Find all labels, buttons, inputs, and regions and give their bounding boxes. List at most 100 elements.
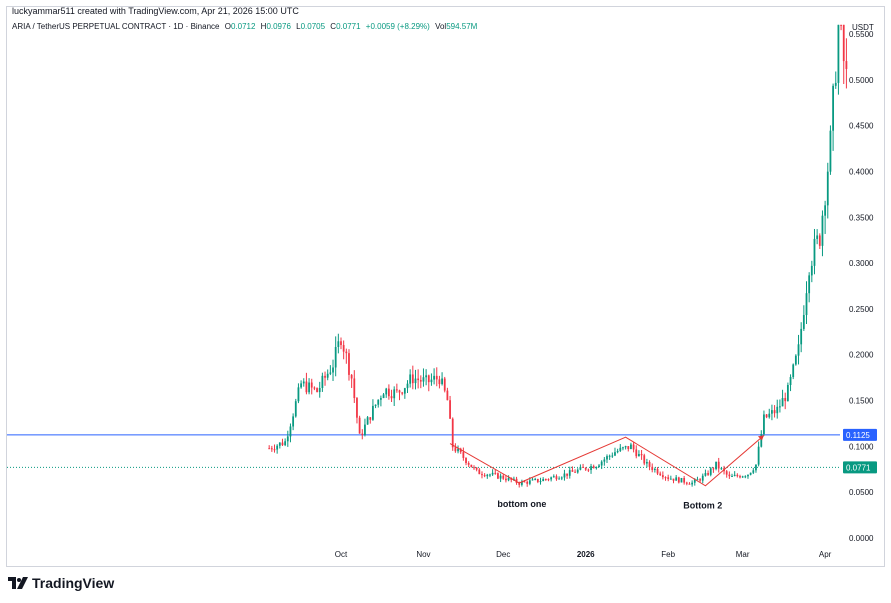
candle-body [773,410,776,414]
candle-body [528,480,531,484]
candle-body [619,447,622,451]
candle-body [840,24,842,26]
candle-body [300,383,302,388]
candle-body [310,382,313,388]
candle-body [297,387,300,402]
candle-body [709,468,712,475]
x-tick-label: Oct [335,550,348,559]
candle-body [725,471,728,475]
candle-body [568,470,571,476]
candle-body [552,476,555,478]
candle-body [606,456,608,460]
candle-body [600,461,603,466]
candle-body [377,399,380,405]
price-chart[interactable]: 0.0000 0.0500 0.1000 0.1500 0.2000 0.2500 0.30… [0,0,891,570]
candle-body [374,404,377,406]
candle-body [579,466,582,470]
low-value: 0.0705 [300,22,326,31]
candle-body [755,464,757,471]
candle-body [560,477,563,479]
candle-body [414,378,417,384]
symbol-name[interactable]: ARIA / TetherUS PERPETUAL CONTRACT · 1D … [12,22,220,31]
candle-body [419,380,422,382]
candle-body [630,444,632,450]
candle-body [653,468,656,470]
candle-body [486,474,489,477]
candle-body [771,410,773,414]
candle-body [675,477,678,481]
currency-label[interactable]: USDT [852,23,874,32]
x-tick-label: 2026 [577,550,595,559]
candle-body [563,473,566,478]
candle-body [664,477,667,479]
volume-label: Vol [435,22,447,31]
candle-body [550,477,553,480]
candle-body [342,345,345,352]
candle-body [587,469,590,471]
candle-body [465,457,467,464]
candle-body [611,455,614,457]
candle-body [382,394,385,399]
x-tick-label: Feb [661,550,675,559]
candle-body [786,384,789,402]
candle-body [731,475,733,477]
candle-body [348,353,350,375]
candle-body [584,467,587,470]
candle-body [696,479,699,481]
annotation-label[interactable]: bottom one [497,499,546,509]
candle-body [380,398,382,400]
candle-body [802,315,805,329]
chart-frame[interactable] [6,6,885,567]
candle-body [733,474,736,476]
annotation-label[interactable]: Bottom 2 [683,501,722,511]
y-tick-label: 0.4500 [849,122,874,131]
candle-body [281,442,284,446]
brand-name: TradingView [32,575,115,591]
level-price-tag: 0.1125 [846,431,870,440]
candle-body [393,389,396,399]
y-tick-label: 0.0000 [849,534,874,543]
candle-body [720,468,723,470]
candle-body [826,171,829,206]
candle-body [539,481,542,483]
candle-body [278,442,281,446]
candle-body [489,474,491,476]
candle-body [669,478,672,480]
candle-body [648,462,651,467]
candle-body [805,293,808,316]
candle-body [372,405,374,420]
candle-body [316,388,318,393]
last-price-tag: 0.0771 [846,463,871,472]
candle-body [768,413,771,418]
candle-body [390,396,393,399]
close-value: 0.0771 [336,22,361,31]
candle-body [683,477,686,483]
candle-body [789,377,792,385]
candle-body [614,452,616,456]
y-tick-label: 0.2500 [849,305,874,314]
candle-body [499,475,502,479]
candle-body [313,387,316,389]
candle-body [502,475,505,479]
candle-body [457,448,459,452]
candle-body [435,375,438,380]
candle-body [417,378,420,381]
candle-body [513,478,515,480]
candle-body [406,383,409,389]
candle-body [505,478,507,481]
candle-body [747,474,749,477]
candle-body [627,446,630,450]
double-bottom-pattern-line[interactable] [449,434,765,487]
candle-body [491,472,494,475]
candle-body [592,466,595,469]
candle-body [340,341,342,346]
candle-body [736,474,739,477]
candle-body [842,24,845,62]
candle-body [555,476,558,480]
change-value: +0.0059 (+8.29%) [365,22,430,31]
candle-body [321,375,324,388]
candle-body [808,275,811,294]
candle-body [779,406,781,408]
y-tick-label: 0.1500 [849,397,874,406]
candle-body [608,455,611,457]
